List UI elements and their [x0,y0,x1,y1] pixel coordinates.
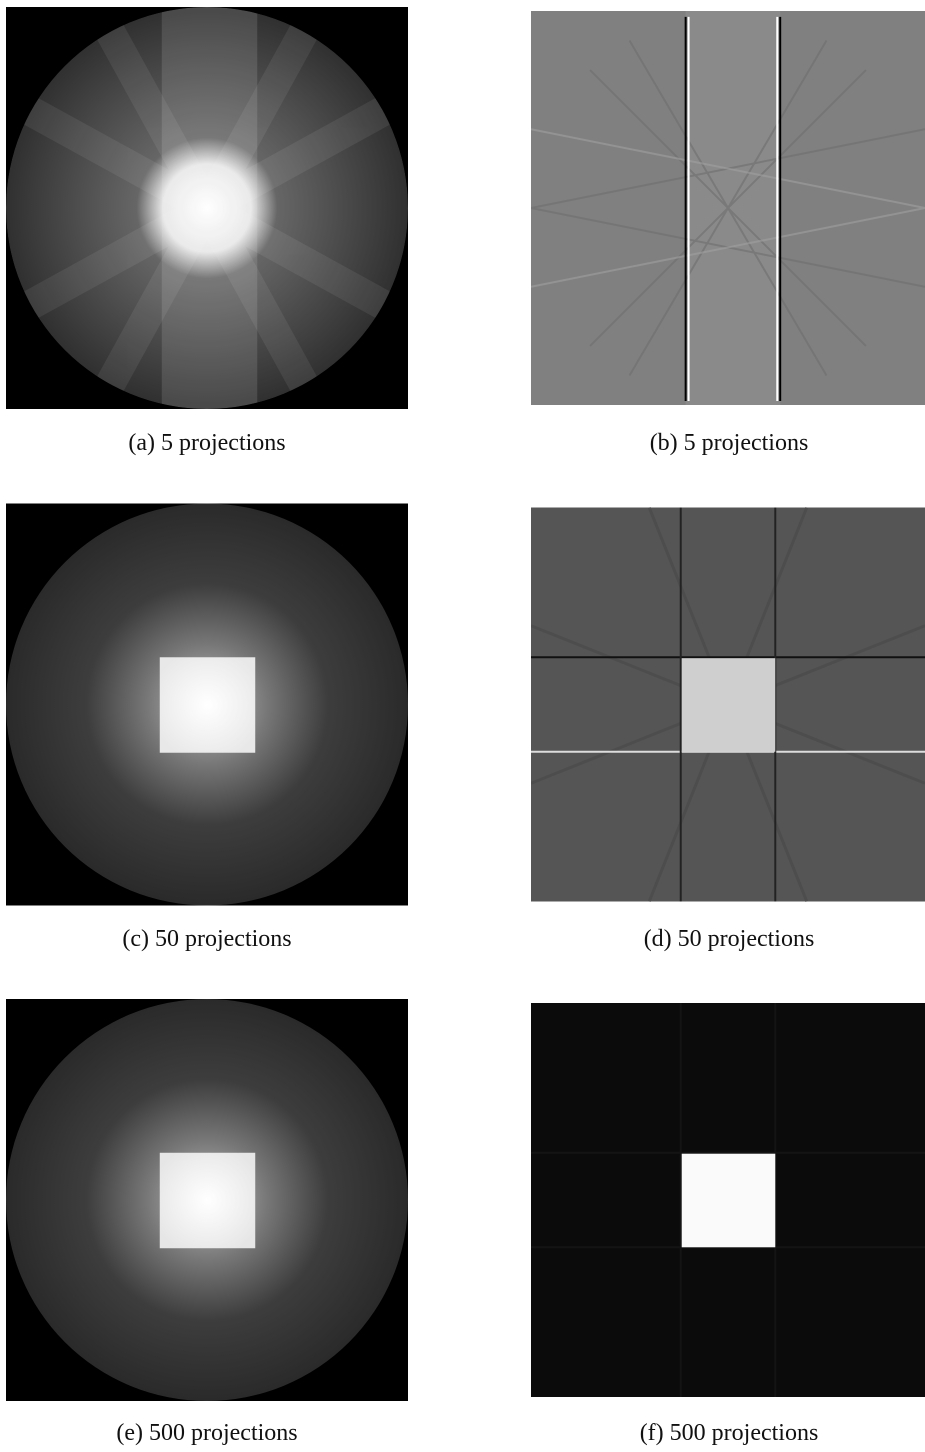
caption: (c) 50 projections [0,924,417,954]
image-f [531,998,925,1402]
caption: (e) 500 projections [0,1418,417,1448]
image-e [6,998,408,1402]
caption: (b) 5 projections [519,428,925,458]
caption: (f) 500 projections [519,1418,925,1448]
caption: (d) 50 projections [519,924,925,954]
caption: (a) 5 projections [0,428,417,458]
image-a [6,6,408,410]
image-c [6,503,408,906]
image-b [531,6,925,410]
image-d [531,503,925,906]
page: {"figure": {"subfigures": [ {"caption": … [0,0,925,1452]
